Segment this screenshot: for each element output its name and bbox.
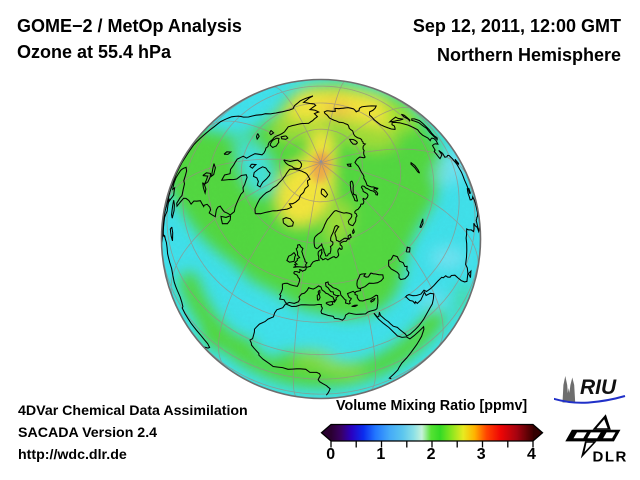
svg-text:DLR: DLR (593, 449, 628, 466)
svg-text:RIU: RIU (580, 376, 617, 399)
